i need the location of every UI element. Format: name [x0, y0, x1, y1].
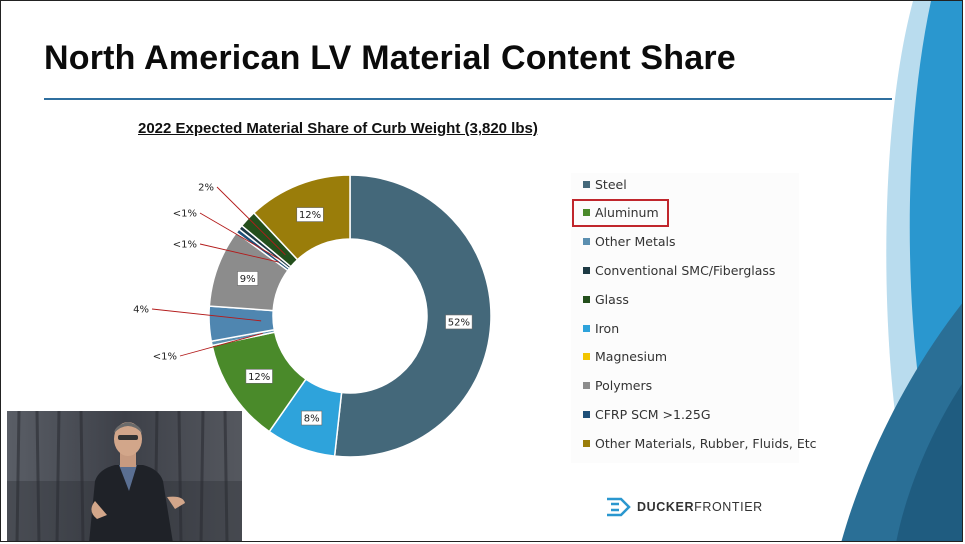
legend-item-glass: Glass — [583, 291, 629, 307]
svg-text:12%: 12% — [248, 372, 270, 383]
legend-item-iron: Iron — [583, 320, 619, 336]
leader-line-other-metals — [179, 332, 263, 357]
legend-swatch — [583, 180, 590, 188]
leader-line-cfrp-scm-1-25g — [199, 243, 280, 263]
logo-text-ducker: DUCKER — [637, 500, 695, 514]
ducker-frontier-logo: DUCKERFRONTIER — [605, 495, 763, 519]
presenter-video-image — [7, 411, 242, 541]
legend-label: Conventional SMC/Fiberglass — [595, 262, 776, 278]
svg-text:12%: 12% — [299, 210, 321, 221]
svg-text:52%: 52% — [448, 318, 470, 329]
legend-item-other-metals: Other Metals — [583, 234, 676, 250]
legend-label: Other Metals — [595, 234, 676, 250]
presenter-video-inset — [7, 411, 242, 541]
legend-swatch — [583, 209, 590, 217]
legend-item-aluminum: Aluminum — [583, 205, 659, 221]
data-label-steel: 52% — [445, 314, 473, 330]
data-label-other-materials-rubber-fluids-etc: 9% — [237, 271, 259, 286]
legend-item-magnesium: Magnesium — [583, 349, 667, 365]
title-divider — [44, 98, 892, 100]
legend-swatch — [583, 353, 590, 361]
legend-swatch — [583, 266, 590, 274]
legend-swatch — [583, 295, 590, 303]
legend-label: Iron — [595, 320, 620, 336]
leader-line-glass — [216, 186, 286, 256]
data-label-iron: 8% — [301, 410, 323, 426]
svg-text:8%: 8% — [304, 414, 320, 425]
ducker-frontier-logo-icon — [607, 497, 631, 517]
legend-item-polymers: Polymers — [583, 378, 652, 394]
legend-item-cfrp-scm-1-25g: CFRP SCM >1.25G — [583, 406, 711, 422]
svg-text:9%: 9% — [240, 274, 256, 285]
logo-text-frontier: FRONTIER — [694, 500, 763, 514]
legend-swatch — [583, 439, 590, 447]
legend-label: CFRP SCM >1.25G — [595, 406, 711, 422]
chart-title: 2022 Expected Material Share of Curb Wei… — [138, 120, 538, 137]
data-label-other-metals: <1% — [153, 352, 177, 363]
legend-swatch — [583, 410, 590, 418]
legend-swatch — [583, 382, 590, 390]
data-label-polymers: 4% — [133, 305, 149, 316]
data-label-glass: 2% — [198, 183, 214, 194]
slice-steel — [333, 174, 492, 458]
leader-line-polymers — [151, 308, 262, 322]
aluminum-highlight-box — [572, 199, 669, 227]
legend-label: Glass — [595, 291, 629, 307]
legend-label: Other Materials, Rubber, Fluids, Etc — [595, 435, 817, 451]
legend-label: Polymers — [595, 378, 653, 394]
leader-line-conventional-smc-fiberglass — [199, 212, 282, 261]
legend-swatch — [583, 238, 590, 246]
chart-legend: Steel Aluminum Other Metals Conventional SM… — [571, 173, 817, 463]
slide-title: North American LV Material Content Share — [44, 39, 736, 77]
legend-label: Aluminum — [595, 205, 659, 221]
legend-label: Steel — [595, 176, 627, 192]
data-label-cfrp-scm-1-25g: <1% — [173, 240, 197, 251]
legend-item-steel: Steel — [583, 176, 627, 192]
legend-item-conventional-smc-fiberglass: Conventional SMC/Fiberglass — [583, 262, 775, 278]
data-label-aluminum: 12% — [245, 368, 273, 384]
legend-item-other-materials-rubber-fluids-etc: Other Materials, Rubber, Fluids, Etc — [583, 435, 817, 451]
legend-swatch — [583, 324, 590, 332]
data-label-conventional-smc-fiberglass: <1% — [173, 209, 197, 220]
data-label-magnesium: 12% — [296, 207, 324, 222]
legend-label: Magnesium — [595, 349, 668, 365]
